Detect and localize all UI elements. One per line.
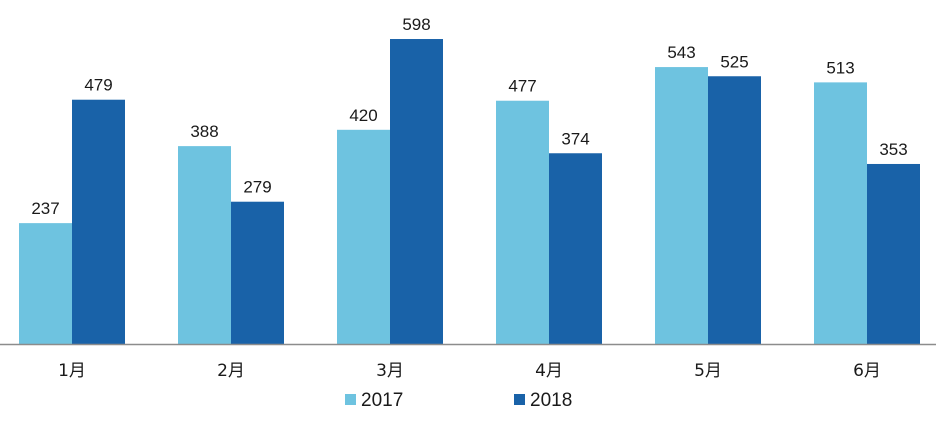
legend-swatch-2018 (514, 394, 525, 405)
data-labels-layer: 237 479 388 279 420 598 477 374 543 525 513 353 (31, 15, 907, 218)
bar-2018-1 (72, 99, 125, 345)
data-label-2017-2: 388 (190, 122, 218, 141)
category-labels-layer: 1月 2月 3月 4月 5月 6月 (58, 361, 881, 381)
legend: 2017 2018 (345, 390, 572, 411)
data-label-2017-3: 420 (349, 106, 377, 125)
data-label-2017-4: 477 (508, 77, 536, 96)
category-label-1: 1月 (58, 361, 86, 381)
bars-layer (19, 39, 920, 345)
bar-2017-3 (337, 129, 390, 344)
data-label-2018-4: 374 (561, 129, 589, 148)
category-label-4: 4月 (535, 361, 563, 381)
data-label-2017-1: 237 (31, 199, 59, 218)
data-label-2018-3: 598 (402, 15, 430, 34)
data-label-2018-5: 525 (720, 52, 748, 71)
data-label-2018-1: 479 (84, 76, 112, 95)
bar-2018-2 (231, 201, 284, 344)
data-label-2018-6: 353 (879, 140, 907, 159)
bar-2018-4 (549, 153, 602, 344)
legend-label-2018: 2018 (530, 390, 572, 411)
legend-label-2017: 2017 (361, 390, 403, 411)
bar-2017-5 (655, 67, 708, 344)
bar-2017-4 (496, 100, 549, 344)
category-label-2: 2月 (217, 361, 245, 381)
bar-2018-6 (867, 163, 920, 344)
bar-2018-5 (708, 76, 761, 344)
data-label-2018-2: 279 (243, 178, 271, 197)
bar-2018-3 (390, 39, 443, 345)
legend-swatch-2017 (345, 394, 356, 405)
bar-2017-6 (814, 82, 867, 345)
category-label-3: 3月 (376, 361, 404, 381)
bar-2017-2 (178, 146, 231, 344)
data-label-2017-6: 513 (826, 58, 854, 77)
bar-2017-1 (19, 223, 72, 344)
data-label-2017-5: 543 (667, 43, 695, 62)
category-label-6: 6月 (853, 361, 881, 381)
category-label-5: 5月 (694, 361, 722, 381)
